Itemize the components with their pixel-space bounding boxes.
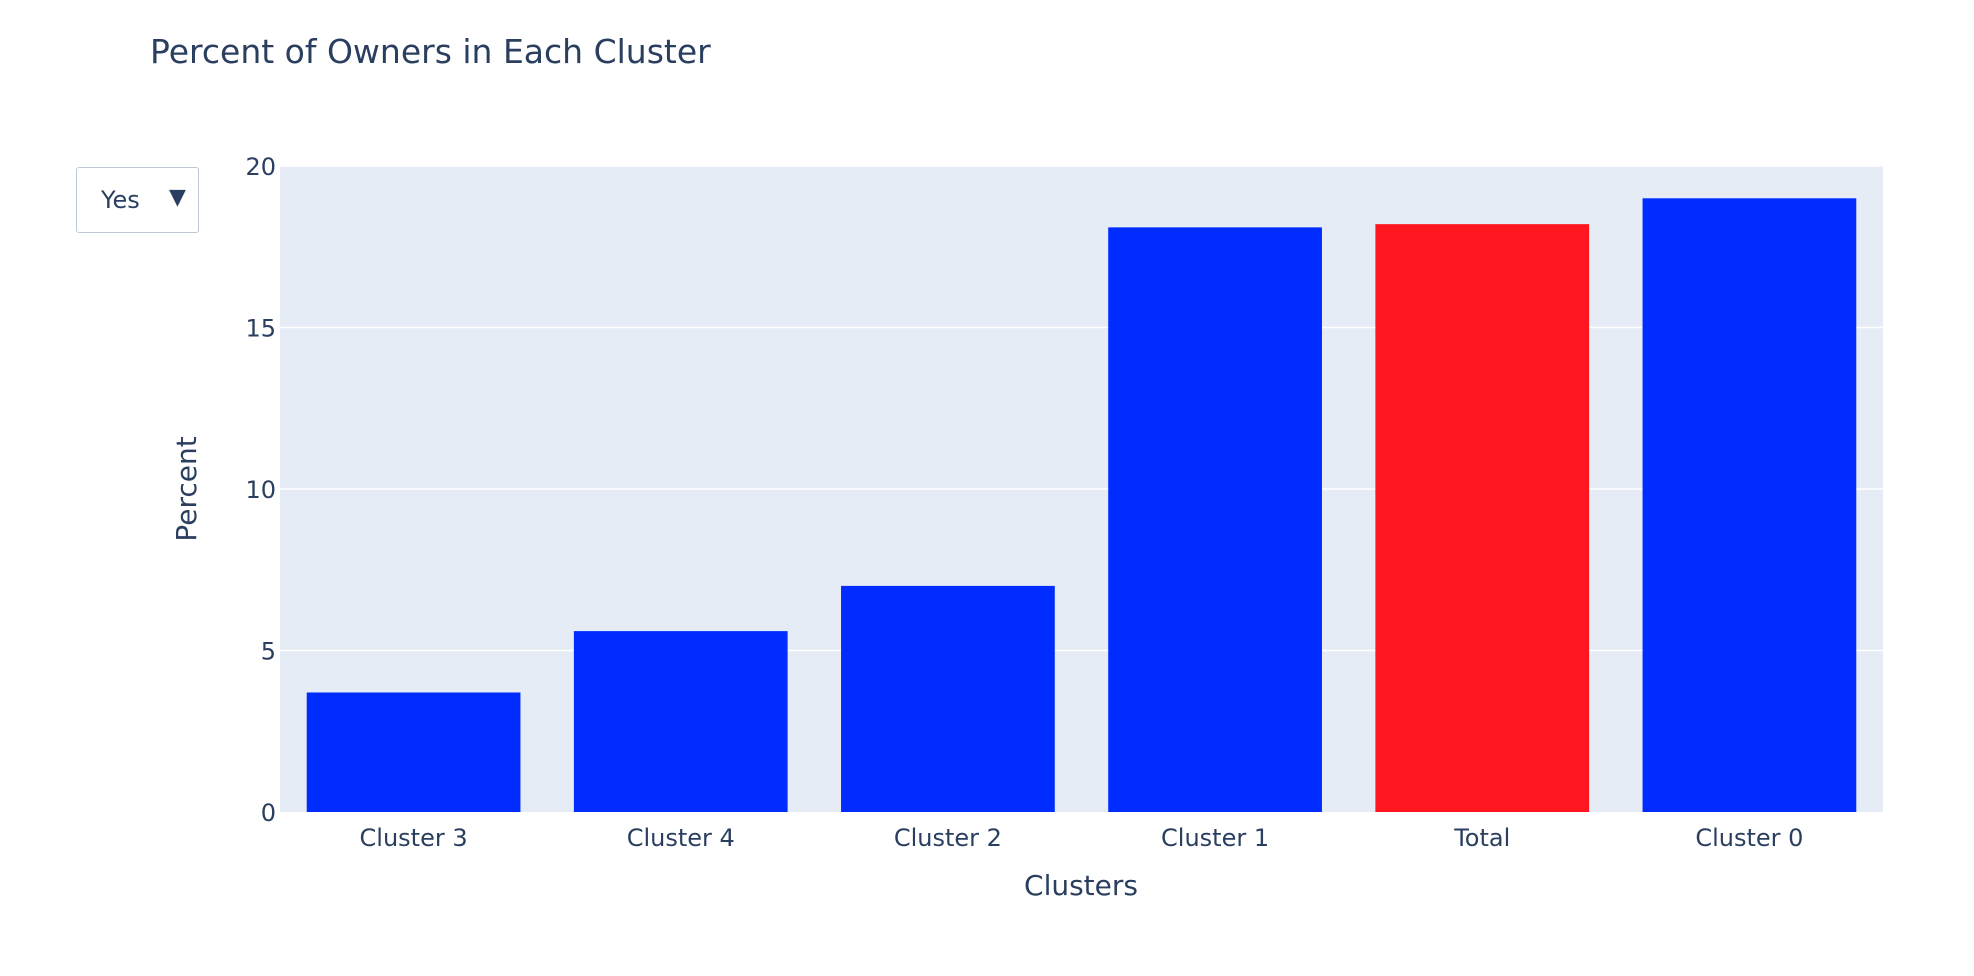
x-tick-label: Cluster 4 — [627, 824, 735, 852]
bar-total[interactable] — [1375, 224, 1590, 812]
y-axis-title: Percent — [170, 436, 203, 541]
x-axis-title: Clusters — [1024, 869, 1138, 902]
bar-cluster-1[interactable] — [1108, 227, 1322, 812]
y-tick-label: 0 — [261, 799, 276, 827]
x-tick-label: Cluster 2 — [894, 824, 1002, 852]
chart-title: Percent of Owners in Each Cluster — [150, 32, 711, 71]
bar-cluster-0[interactable] — [1642, 198, 1857, 813]
y-axis-ticks: 0 5 10 15 20 — [245, 153, 276, 827]
y-tick-label: 15 — [245, 315, 276, 343]
y-tick-label: 20 — [245, 153, 276, 181]
x-axis-ticks: Cluster 3 Cluster 4 Cluster 2 Cluster 1 Tota… — [360, 824, 1804, 852]
dropdown-selected-value: Yes — [101, 186, 140, 214]
y-tick-label: 5 — [261, 638, 276, 666]
y-tick-label: 10 — [245, 476, 276, 504]
x-tick-label: Cluster 1 — [1161, 824, 1269, 852]
bar-cluster-2[interactable] — [841, 585, 1055, 812]
bar-cluster-4[interactable] — [573, 631, 788, 812]
x-tick-label: Total — [1453, 824, 1510, 852]
filter-dropdown[interactable]: Yes ▼ — [76, 167, 199, 233]
x-tick-label: Cluster 3 — [360, 824, 468, 852]
bar-cluster-3[interactable] — [306, 692, 521, 812]
gridlines — [280, 165, 1883, 652]
x-tick-label: Cluster 0 — [1695, 824, 1803, 852]
chevron-down-icon: ▼ — [169, 185, 186, 210]
bars — [306, 198, 1857, 813]
